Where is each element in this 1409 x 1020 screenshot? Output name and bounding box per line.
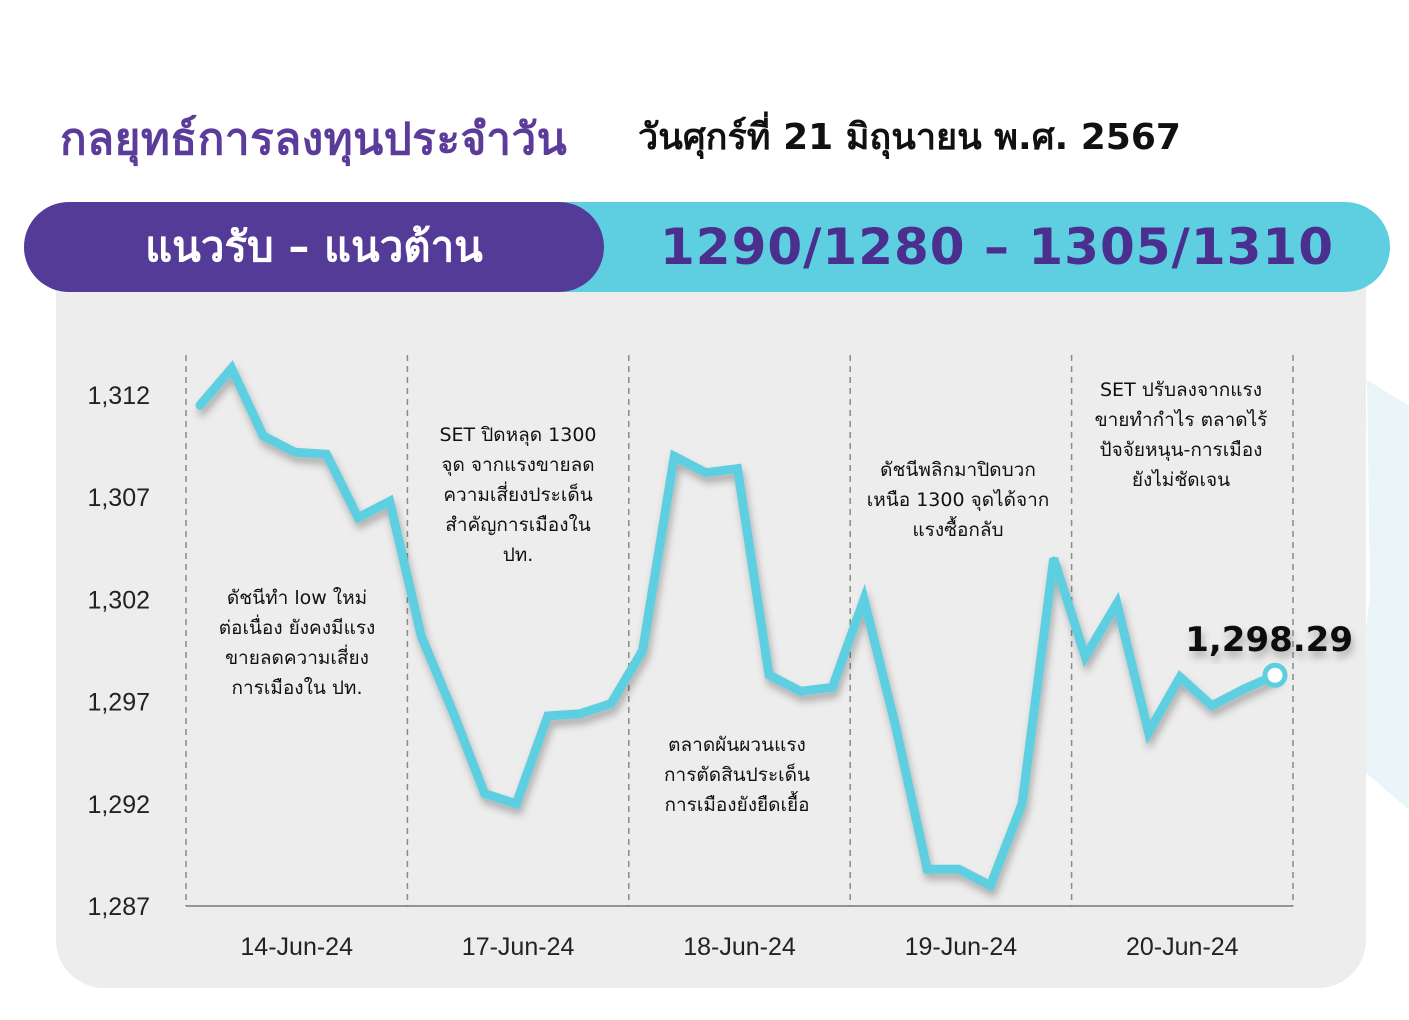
y-tick-label: 1,287 [87, 893, 150, 921]
data-point [1241, 687, 1246, 692]
annotation-line: ขายทำกำไร ตลาดไร้ [1095, 409, 1268, 431]
annotation-line: ปท. [503, 544, 534, 566]
data-point [830, 685, 835, 690]
data-point [198, 403, 202, 408]
annotation-line: ตลาดผันผวนแรง [668, 734, 806, 756]
last-value-label: 1,298.29 [1185, 620, 1353, 660]
data-point [956, 867, 961, 872]
annotation-line: ขายลดความเสี่ยง [225, 644, 369, 669]
annotation-line: สำคัญการเมืองใน [445, 514, 591, 536]
page-title: กลยุทธ์การลงทุนประจำวัน [60, 114, 568, 165]
data-point [482, 791, 487, 796]
annotation-text: ตลาดผันผวนแรงการตัดสินประเด็นการเมืองยัง… [664, 734, 810, 816]
y-tick-label: 1,302 [87, 586, 150, 614]
data-point [640, 648, 645, 653]
annotation-line: แรงซื้อกลับ [912, 516, 1003, 541]
data-point [1209, 703, 1214, 708]
annotation-line: ความเสี่ยงประเด็น [443, 481, 592, 506]
support-resistance-banner: แนวรับ – แนวต้าน 1290/1280 – 1305/1310 [24, 202, 1390, 292]
annotations: ดัชนีทำ low ใหม่ต่อเนื่อง ยังคงมีแรงขายล… [219, 379, 1268, 816]
x-tick-label: 17-Jun-24 [462, 933, 575, 961]
annotation-text: ดัชนีทำ low ใหม่ต่อเนื่อง ยังคงมีแรงขายล… [219, 587, 376, 699]
x-tick-label: 19-Jun-24 [905, 933, 1018, 961]
annotation-line: เหนือ 1300 จุดได้จาก [867, 489, 1050, 512]
annotation-text: SET ปิดหลุด 1300 จุด จากแรงขายลดความเสี่ย… [439, 424, 596, 566]
data-point [577, 711, 582, 716]
annotation-line: SET ปิดหลุด 1300 [439, 424, 596, 447]
data-point [1051, 556, 1056, 561]
data-point [324, 452, 329, 457]
annotation-line: ต่อเนื่อง ยังคงมีแรง [219, 614, 376, 639]
data-point [545, 713, 550, 718]
annotation-line: SET ปรับลงจากแรง [1100, 379, 1262, 401]
annotation-text: ดัชนีพลิกมาปิดบวกเหนือ 1300 จุดได้จากแรง… [867, 459, 1050, 541]
x-tick-label: 18-Jun-24 [683, 933, 796, 961]
annotation-line: การตัดสินประเด็น [664, 762, 810, 786]
y-axis: 1,312 1,307 1,302 1,297 1,292 1,287 [87, 382, 150, 921]
y-tick-label: 1,307 [87, 484, 150, 512]
data-point [261, 433, 266, 438]
data-point [450, 709, 455, 714]
series-layer: 1,298.29 [195, 360, 1353, 892]
data-point [609, 701, 614, 706]
data-point [419, 634, 424, 639]
annotation-text: SET ปรับลงจากแรงขายทำกำไร ตลาดไร้ปัจจัยห… [1095, 379, 1268, 491]
y-tick-label: 1,312 [87, 382, 150, 410]
data-point [861, 597, 866, 602]
report-date: วันศุกร์ที่ 21 มิถุนายน พ.ศ. 2567 [638, 117, 1181, 158]
y-tick-label: 1,292 [87, 791, 150, 819]
x-axis: 14-Jun-24 17-Jun-24 18-Jun-24 19-Jun-24 20-J… [240, 933, 1238, 961]
data-point [767, 673, 772, 678]
data-point [1114, 601, 1119, 606]
data-point [229, 366, 234, 371]
annotation-line: การเมืองยังยืดเยื้อ [664, 791, 809, 816]
data-point [988, 883, 993, 888]
data-point [514, 801, 519, 806]
annotation-line: ดัชนีพลิกมาปิดบวก [880, 459, 1036, 481]
annotation-line: ปัจจัยหนุน-การเมือง [1100, 439, 1263, 462]
data-point [1083, 654, 1088, 659]
data-point [798, 689, 803, 694]
data-point [1146, 730, 1151, 735]
data-point [672, 454, 677, 459]
annotation-line: การเมืองใน ปท. [231, 677, 362, 699]
data-point [1020, 801, 1025, 806]
annotation-line: จุด จากแรงขายลด [441, 454, 594, 477]
annotation-line: ยังไม่ชัดเจน [1132, 469, 1230, 491]
chart-panel [56, 262, 1366, 988]
support-resistance-values-area: 1290/1280 – 1305/1310 [604, 202, 1390, 292]
data-point [703, 470, 708, 475]
support-resistance-values: 1290/1280 – 1305/1310 [660, 218, 1334, 276]
last-point-marker [1262, 662, 1288, 688]
data-point [1178, 675, 1183, 680]
x-tick-label: 14-Jun-24 [240, 933, 353, 961]
y-tick-label: 1,297 [87, 689, 150, 717]
data-point [735, 466, 740, 471]
support-resistance-label: แนวรับ – แนวต้าน [145, 222, 483, 271]
data-point [356, 515, 361, 520]
annotation-line: ดัชนีทำ low ใหม่ [227, 587, 367, 609]
data-point [925, 867, 930, 872]
data-point [387, 499, 392, 504]
support-resistance-label-pill: แนวรับ – แนวต้าน [24, 202, 604, 292]
data-point [893, 724, 898, 729]
x-tick-label: 20-Jun-24 [1126, 933, 1239, 961]
data-point [292, 450, 297, 455]
